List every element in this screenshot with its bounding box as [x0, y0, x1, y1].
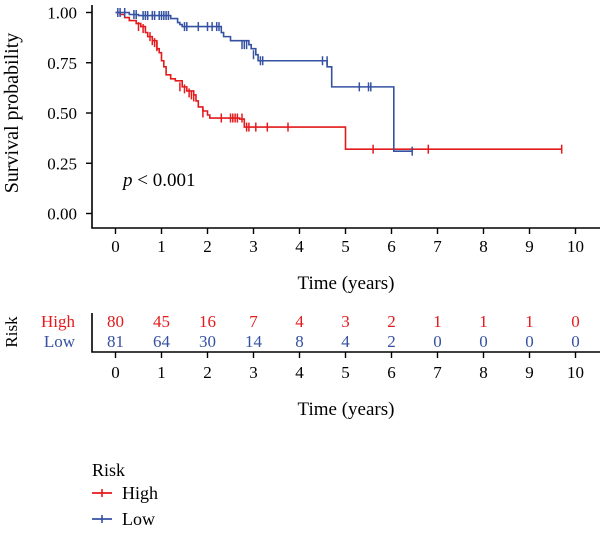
x-tick-label: 2 — [203, 237, 212, 256]
risk-count-high: 16 — [199, 312, 216, 331]
x-tick-label: 5 — [341, 237, 350, 256]
risk-row-label-high: High — [41, 312, 76, 331]
risk-count-low: 2 — [387, 332, 396, 351]
survival-curves — [115, 8, 563, 156]
risk-row-label-low: Low — [44, 332, 76, 351]
p-symbol: p — [121, 170, 133, 191]
risk-count-low: 0 — [479, 332, 488, 351]
risk-table-tick-label: 10 — [567, 363, 584, 382]
risk-count-low: 14 — [245, 332, 263, 351]
risk-count-low: 8 — [295, 332, 304, 351]
risk-count-low: 81 — [107, 332, 124, 351]
risk-count-high: 80 — [107, 312, 124, 331]
y-axis-label: Survival probability — [1, 33, 23, 194]
x-tick-label: 9 — [525, 237, 534, 256]
risk-count-low: 30 — [199, 332, 216, 351]
risk-table-tick-label: 3 — [249, 363, 258, 382]
legend-label-low: Low — [122, 509, 155, 529]
risk-count-low: 0 — [433, 332, 442, 351]
risk-table-tick-label: 6 — [387, 363, 396, 382]
low-risk-curve — [115, 11, 413, 152]
risk-table-tick-label: 9 — [525, 363, 534, 382]
risk-table-x-axis-label: Time (years) — [298, 399, 395, 420]
y-tick-label: 0.75 — [47, 54, 77, 73]
y-axis-ticks: 0.00 0.25 0.50 0.75 1.00 — [47, 4, 92, 224]
legend-title: Risk — [92, 460, 125, 480]
risk-table-frame — [91, 313, 600, 353]
risk-count-high: 4 — [295, 312, 304, 331]
p-value-text: < 0.001 — [133, 170, 196, 191]
x-tick-label: 6 — [387, 237, 396, 256]
risk-count-high: 3 — [341, 312, 350, 331]
risk-count-low: 4 — [341, 332, 350, 351]
risk-count-high: 1 — [479, 312, 488, 331]
risk-count-high: 7 — [249, 312, 258, 331]
x-axis-label: Time (years) — [298, 273, 395, 294]
risk-count-high: 1 — [525, 312, 534, 331]
risk-count-low: 0 — [571, 332, 580, 351]
risk-table-tick-label: 2 — [203, 363, 212, 382]
high-risk-curve — [115, 11, 562, 150]
risk-table-tick-label: 5 — [341, 363, 350, 382]
x-tick-label: 8 — [479, 237, 488, 256]
risk-count-high: 2 — [387, 312, 396, 331]
km-plot: 0 1 2 3 4 5 6 7 8 9 10 0.00 0.25 0.50 0.75 1.00 Surviv… — [1, 4, 600, 294]
y-tick-label: 0.00 — [47, 205, 77, 224]
legend: Risk High Low — [92, 460, 158, 529]
p-value-annotation: p < 0.001 — [121, 170, 195, 191]
y-tick-label: 0.50 — [47, 104, 77, 123]
risk-count-low: 64 — [153, 332, 171, 351]
x-tick-label: 3 — [249, 237, 258, 256]
risk-count-high: 45 — [153, 312, 170, 331]
plot-frame — [91, 5, 600, 229]
risk-table-x-ticks: 0 1 2 3 4 5 6 7 8 9 10 — [111, 352, 584, 382]
y-tick-label: 1.00 — [47, 4, 77, 23]
x-tick-label: 4 — [295, 237, 304, 256]
x-tick-label: 1 — [157, 237, 166, 256]
legend-label-high: High — [122, 483, 158, 503]
risk-count-low: 0 — [525, 332, 534, 351]
x-tick-label: 10 — [567, 237, 584, 256]
risk-table-tick-label: 0 — [111, 363, 120, 382]
x-tick-label: 7 — [433, 237, 442, 256]
risk-count-high: 1 — [433, 312, 442, 331]
risk-count-high: 0 — [571, 312, 580, 331]
risk-table-tick-label: 4 — [295, 363, 304, 382]
risk-table-tick-label: 7 — [433, 363, 442, 382]
x-axis-ticks: 0 1 2 3 4 5 6 7 8 9 10 — [111, 228, 584, 256]
y-tick-label: 0.25 — [47, 154, 77, 173]
risk-table-tick-label: 8 — [479, 363, 488, 382]
risk-table-tick-label: 1 — [157, 363, 166, 382]
legend-items: High Low — [92, 483, 158, 529]
risk-table-title: Risk — [2, 316, 21, 348]
x-tick-label: 0 — [111, 237, 120, 256]
